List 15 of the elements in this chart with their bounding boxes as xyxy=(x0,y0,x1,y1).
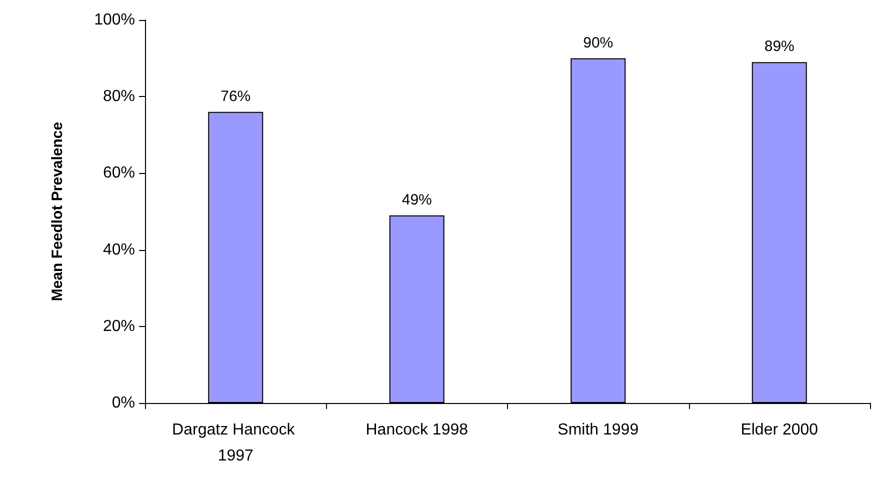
x-tick-label: Smith 1999 xyxy=(558,422,639,438)
y-tick-label: 100% xyxy=(94,12,135,28)
data-label: 89% xyxy=(764,38,794,56)
y-axis-title: Mean Feedlot Prevalence xyxy=(49,122,66,302)
y-tick-label: 0% xyxy=(112,394,135,412)
y-tick-label: 40% xyxy=(102,241,135,258)
y-tick-label: 60% xyxy=(102,164,135,182)
data-label: 90% xyxy=(583,34,614,52)
data-label: 76% xyxy=(220,88,251,105)
y-tick-label: 80% xyxy=(102,88,135,106)
x-tick-label: Hancock 1998 xyxy=(366,422,468,438)
data-label: 49% xyxy=(402,191,432,208)
x-tick-label: Dargatz Hancock 1997 xyxy=(172,422,300,464)
y-tick-label: 20% xyxy=(102,318,135,335)
x-tick-label: Elder 2000 xyxy=(740,422,818,438)
